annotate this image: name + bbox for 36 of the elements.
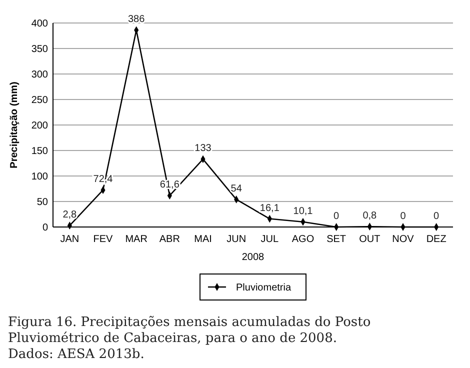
y-axis-title: Precipitação (mm) xyxy=(9,82,20,168)
y-tick-label: 250 xyxy=(31,95,48,106)
x-tick-label: MAI xyxy=(194,234,212,245)
x-axis-title: 2008 xyxy=(242,252,265,263)
y-tick-label: 300 xyxy=(31,70,48,80)
x-tick-label: ABR xyxy=(159,234,180,245)
data-label: 16,1 xyxy=(260,202,280,214)
text: Dados: AESA 2013b. xyxy=(8,347,144,362)
data-label: 0 xyxy=(400,211,406,222)
text: Figura 16. Precipitações mensais acumuladas do Posto Pluviométrico de Cabaceiras, para o ano de 2008. xyxy=(8,315,371,346)
y-tick-label: 150 xyxy=(31,146,48,157)
data-label: 133 xyxy=(194,143,212,154)
data-label: 0,8 xyxy=(362,210,378,222)
data-label: 2,8 xyxy=(62,210,78,221)
y-tick-label: 400 xyxy=(31,18,48,30)
x-tick-label: SET xyxy=(326,234,346,245)
data-label: 10,1 xyxy=(293,206,314,217)
x-tick-label: OUT xyxy=(359,234,380,245)
data-label: 0 xyxy=(334,211,340,222)
y-tick-label: 350 xyxy=(31,44,48,55)
x-tick-label: MAR xyxy=(125,234,148,245)
y-tick-label: 50 xyxy=(36,197,48,208)
y-tick-label: 100 xyxy=(31,172,48,182)
data-label: 386 xyxy=(128,14,146,26)
y-tick-label: 0 xyxy=(42,222,48,234)
x-tick-label: AGO xyxy=(292,234,314,245)
x-tick-label: JUL xyxy=(260,234,279,245)
data-label: 54 xyxy=(230,183,242,194)
y-tick-label: 200 xyxy=(31,120,48,132)
legend-label: Pluviometria xyxy=(236,282,292,294)
x-tick-label: JUN xyxy=(226,234,246,245)
x-tick-label: JAN xyxy=(60,234,80,245)
data-label: 0 xyxy=(434,211,440,222)
x-tick-label: FEV xyxy=(93,234,114,245)
x-tick-label: DEZ xyxy=(426,234,446,245)
x-tick-label: NOV xyxy=(392,234,414,245)
